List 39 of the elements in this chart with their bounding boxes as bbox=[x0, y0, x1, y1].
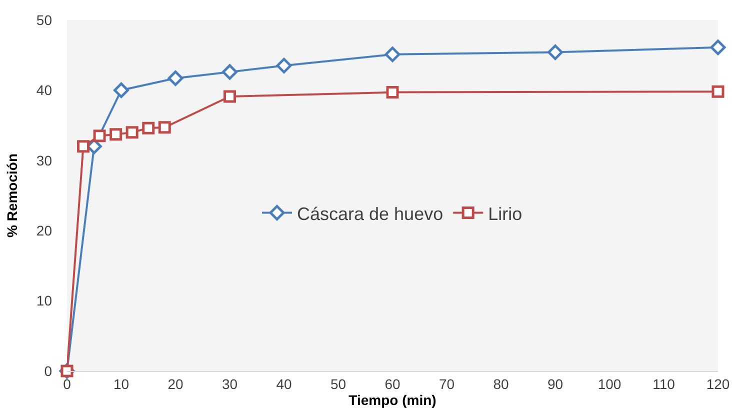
x-axis-title: Tiempo (min) bbox=[348, 392, 436, 408]
point bbox=[158, 121, 171, 134]
x-tick-label: 10 bbox=[113, 376, 130, 392]
point bbox=[386, 86, 399, 99]
legend-label: Lirio bbox=[488, 204, 522, 224]
point bbox=[276, 58, 292, 74]
legend-label: Cáscara de huevo bbox=[297, 204, 444, 224]
point bbox=[168, 70, 184, 86]
y-tick-label: 30 bbox=[36, 152, 52, 168]
y-axis-title: % Remoción bbox=[4, 153, 20, 238]
point bbox=[110, 128, 122, 141]
y-tick-label: 40 bbox=[36, 82, 52, 98]
point bbox=[114, 82, 129, 98]
y-tick-label: 10 bbox=[36, 292, 52, 309]
x-tick-label: 100 bbox=[598, 376, 622, 392]
x-tick-label: 110 bbox=[652, 376, 676, 392]
point bbox=[224, 90, 236, 103]
x-tick-label: 60 bbox=[384, 376, 400, 392]
point bbox=[710, 40, 726, 56]
point bbox=[93, 130, 106, 142]
y-tick-label: 50 bbox=[36, 12, 52, 28]
point bbox=[77, 140, 90, 153]
x-tick-label: 0 bbox=[63, 376, 72, 392]
y-tick-label: 20 bbox=[36, 222, 52, 238]
point bbox=[142, 122, 155, 134]
x-tick-label: 120 bbox=[706, 376, 730, 392]
x-tick-label: 90 bbox=[547, 376, 564, 392]
x-tick-label: 70 bbox=[438, 376, 455, 392]
y-tick-label: 0 bbox=[44, 362, 52, 379]
x-tick-label: 50 bbox=[330, 376, 346, 392]
point bbox=[548, 44, 563, 60]
point bbox=[384, 46, 400, 62]
x-tick-label: 40 bbox=[276, 376, 292, 392]
point bbox=[222, 64, 238, 80]
point bbox=[712, 85, 724, 98]
x-tick-label: 20 bbox=[168, 376, 184, 392]
point bbox=[126, 126, 138, 139]
x-tick-label: 80 bbox=[493, 376, 509, 392]
x-tick-label: 30 bbox=[222, 376, 238, 392]
